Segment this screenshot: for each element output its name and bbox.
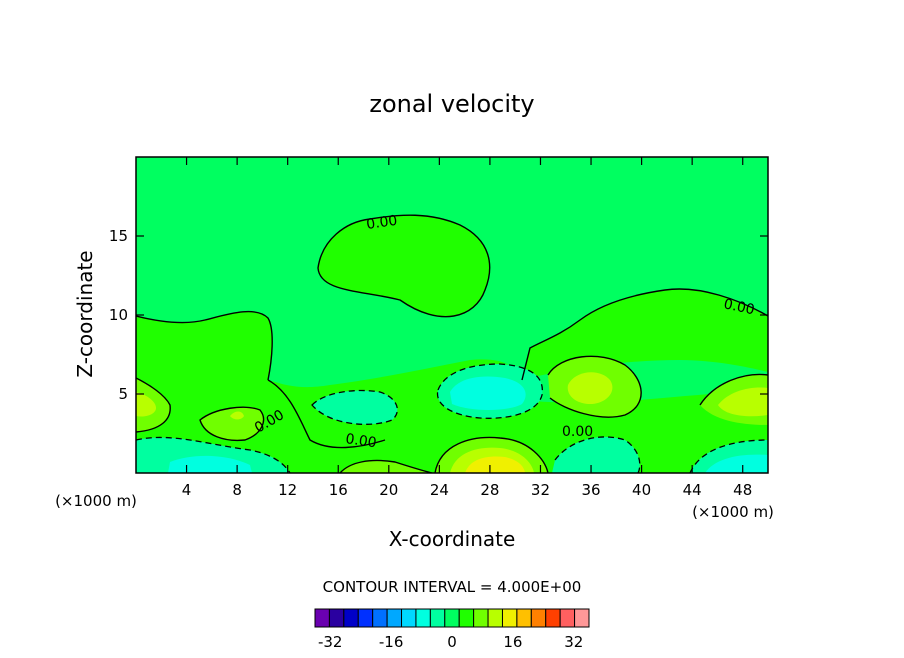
colorbar-swatch: [357, 608, 374, 628]
colorbar-swatch: [574, 608, 590, 628]
region-warm-bottom: [340, 460, 432, 473]
region-yellow-bottom-3: [465, 456, 525, 473]
colorbar-swatch: [328, 608, 345, 628]
x-unit-left: (×1000 m): [55, 492, 137, 510]
x-tick-label: 28: [480, 481, 499, 499]
region-cyan-left-inner: [168, 455, 252, 473]
region-upper-blob: [318, 215, 490, 317]
plot-area: 0.00 0.00 0.00 0.00 0.00: [136, 157, 768, 473]
colorbar-swatch: [401, 608, 417, 628]
x-tick-label: 24: [430, 481, 449, 499]
colorbar-swatch: [487, 608, 503, 628]
colorbar-swatch: [314, 608, 330, 628]
x-tick-label: 44: [683, 481, 702, 499]
region-left-core: [136, 392, 156, 417]
colorbar-swatch: [516, 608, 532, 628]
x-tick-label: 48: [733, 481, 752, 499]
x-tick-label: 8: [232, 481, 242, 499]
contour-label-1: 0.00: [365, 213, 398, 233]
x-tick-label: 40: [632, 481, 651, 499]
colorbar-swatch: [530, 608, 547, 628]
colorbar-swatch: [473, 608, 489, 628]
region-mid-left-core: [230, 411, 244, 420]
y-tick-label: 15: [109, 227, 128, 245]
x-tick-label: 12: [278, 481, 297, 499]
colorbar-swatch: [372, 608, 388, 628]
colorbar-tick-label: 16: [503, 633, 522, 651]
region-right-warm-core: [567, 372, 613, 405]
y-tick-labels: 5 10 15: [109, 227, 128, 403]
contour-label-4: 0.00: [344, 431, 377, 451]
region-far-right-core: [718, 387, 768, 417]
contour-labels: 0.00 0.00 0.00 0.00 0.00: [252, 213, 756, 452]
x-tick-label: 16: [329, 481, 348, 499]
region-neg-center-inner: [450, 376, 526, 410]
x-tick-label: 20: [379, 481, 398, 499]
contour-label-2: 0.00: [722, 296, 756, 318]
colorbar-swatch: [386, 608, 403, 628]
contour-lines-dashed: [136, 363, 768, 473]
colorbar-swatch: [458, 608, 475, 628]
region-neg-right: [552, 436, 640, 473]
colorbar-tick-label: -32: [318, 633, 343, 651]
region-blue-mid: [312, 390, 398, 425]
colorbar-swatch: [429, 608, 446, 628]
colorbar-tick-label: 32: [564, 633, 583, 651]
contour-label-5: 0.00: [562, 424, 593, 440]
x-tick-labels: 4 8 12 16 20 24 28 32 36 40 44 48: [182, 481, 752, 499]
colorbar-swatch: [545, 608, 561, 628]
contour-interval-label: CONTOUR INTERVAL = 4.000E+00: [323, 578, 582, 596]
y-axis-label: Z-coordinate: [73, 250, 97, 377]
colorbar-tick-label: 0: [447, 633, 457, 651]
colorbar: [314, 608, 590, 628]
colorbar-tick-label: -16: [379, 633, 404, 651]
x-axis-label: X-coordinate: [389, 527, 516, 551]
colorbar-swatch: [501, 608, 518, 628]
chart-title: zonal velocity: [369, 90, 534, 118]
x-tick-label: 32: [531, 481, 550, 499]
axis-ticks: [136, 157, 768, 473]
x-tick-label: 4: [182, 481, 192, 499]
colorbar-swatch: [559, 608, 576, 628]
region-cyan-right-inner: [705, 454, 768, 473]
colorbar-swatch: [415, 608, 431, 628]
y-tick-label: 5: [118, 385, 128, 403]
colorbar-swatch: [444, 608, 460, 628]
contour-lines: [136, 214, 768, 473]
x-unit-right: (×1000 m): [692, 503, 774, 521]
y-tick-label: 10: [109, 306, 128, 324]
region-mid-left: [200, 407, 264, 441]
colorbar-tick-labels: -32 -16 0 16 32: [318, 633, 583, 651]
x-tick-label: 36: [581, 481, 600, 499]
colorbar-swatch: [343, 608, 359, 628]
